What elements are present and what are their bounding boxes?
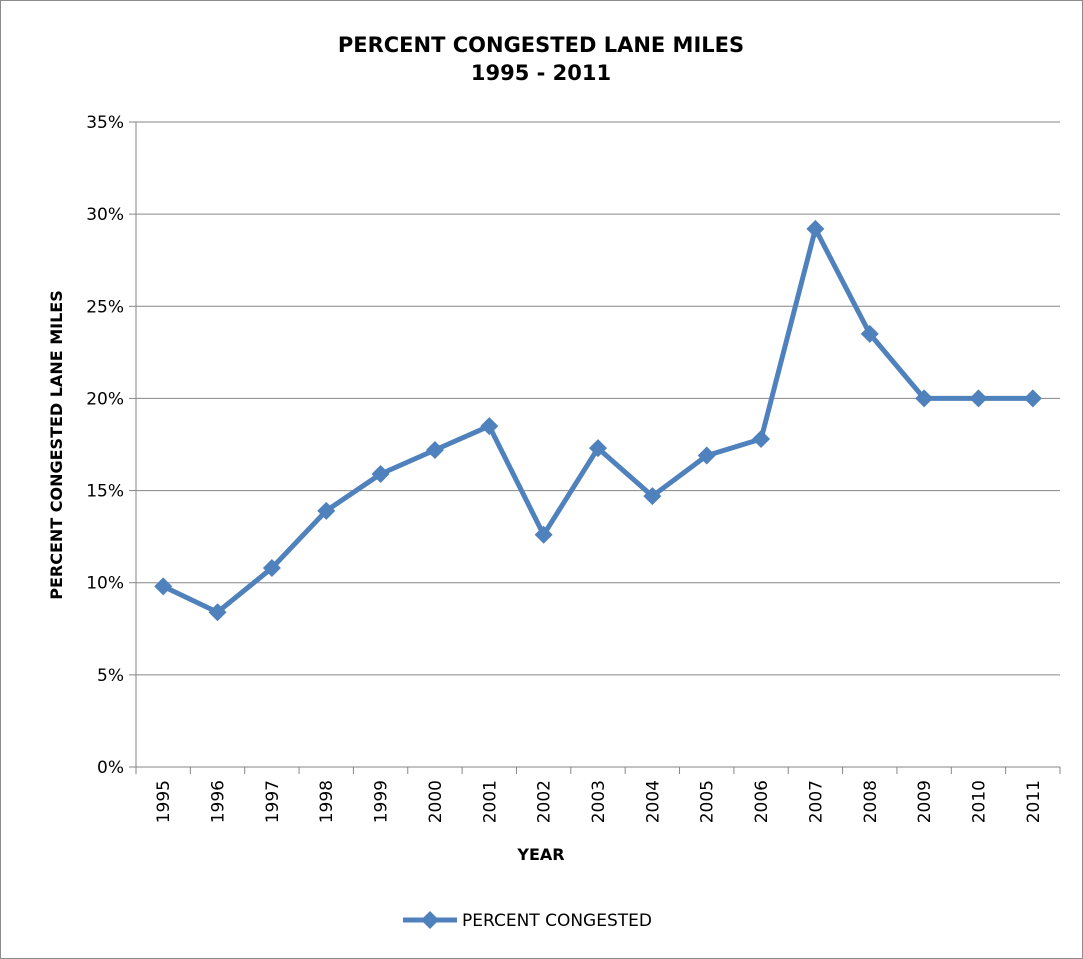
legend-label: PERCENT CONGESTED (462, 911, 652, 931)
data-point-marker (806, 219, 825, 238)
gridlines (129, 121, 1060, 768)
x-axis (135, 122, 1061, 774)
y-tick-label: 30% (86, 205, 124, 225)
x-tick-label: 2004 (643, 780, 663, 823)
data-point-marker (154, 577, 173, 596)
x-tick-label: 2000 (426, 780, 446, 823)
x-axis-title: YEAR (516, 845, 564, 864)
data-point-marker (860, 324, 879, 343)
x-tick-label: 2006 (752, 780, 772, 823)
x-tick-label: 2005 (698, 780, 718, 823)
legend-diamond-marker (421, 911, 439, 929)
data-point-marker (752, 429, 771, 448)
y-tick-label: 20% (86, 389, 124, 409)
x-tick-label: 2002 (535, 780, 555, 823)
x-tick-label: 2010 (969, 780, 989, 823)
y-tick-label: 35% (86, 113, 124, 133)
y-axis-title: PERCENT CONGESTED LANE MILES (47, 290, 66, 600)
x-tick-label: 2007 (806, 780, 826, 823)
data-point-marker (262, 558, 281, 577)
chart-title-line-2: 1995 - 2011 (471, 61, 611, 85)
chart-title-line-1: PERCENT CONGESTED LANE MILES (338, 33, 744, 57)
series-line (160, 226, 1036, 615)
data-point-marker (534, 525, 553, 544)
data-point-marker (1023, 389, 1042, 408)
y-tick-label: 25% (86, 297, 124, 317)
data-point-marker (969, 389, 988, 408)
x-tick-label: 2011 (1024, 780, 1044, 823)
x-tick-label: 1998 (317, 780, 337, 823)
y-tick-label: 15% (86, 482, 124, 502)
data-point-marker (915, 389, 934, 408)
x-tick-label: 2003 (589, 780, 609, 823)
data-point-marker (643, 487, 662, 506)
data-point-marker (425, 441, 444, 460)
y-tick-label: 5% (97, 666, 124, 686)
data-point-marker (480, 417, 499, 436)
x-tick-label: 2009 (915, 780, 935, 823)
y-tick-label: 0% (97, 758, 124, 778)
x-tick-label: 2008 (861, 780, 881, 823)
data-point-marker (317, 501, 336, 520)
legend: PERCENT CONGESTED (403, 911, 652, 931)
data-point-marker (371, 464, 390, 483)
data-point-marker (208, 603, 227, 622)
series-layer (154, 219, 1042, 622)
data-point-marker (697, 446, 716, 465)
x-tick-label: 1999 (372, 780, 392, 823)
x-tick-label: 1996 (209, 780, 229, 823)
x-axis-tick-labels: 1995 1996 1997 1998 1999 2000 2001 2002 2003 2004… (154, 780, 1044, 823)
x-tick-label: 1995 (154, 780, 174, 823)
data-point-marker (589, 439, 607, 458)
y-tick-label: 10% (86, 574, 124, 594)
x-tick-label: 2001 (480, 780, 500, 823)
y-axis-tick-labels: 0% 5% 10% 15% 20% 25% 30% 35% (86, 113, 124, 778)
x-tick-label: 1997 (263, 780, 283, 823)
